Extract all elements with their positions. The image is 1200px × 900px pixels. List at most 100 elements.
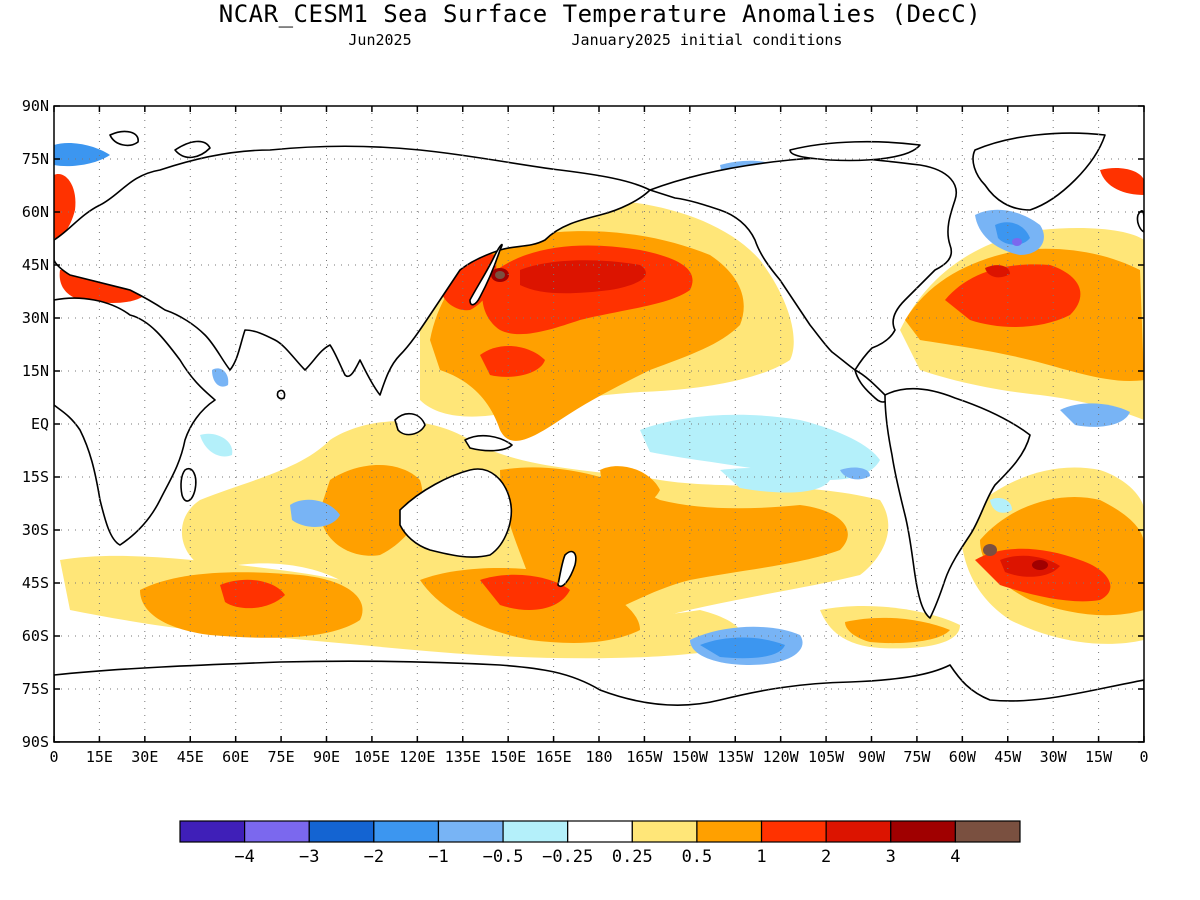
lat-tick-label: 45S (22, 574, 49, 592)
colorbar-label: −0.5 (483, 847, 524, 867)
anomaly-region-red-southern-africa (220, 579, 285, 609)
colorbar-label: 0.25 (612, 847, 653, 867)
lon-tick-label: 15W (1085, 748, 1113, 766)
anomaly-region-cold-labrador (995, 222, 1030, 245)
colorbar-swatch (437, 820, 504, 843)
lon-tick-label: 45E (177, 748, 204, 766)
anomaly-region-orange-indian (320, 465, 423, 556)
lon-tick-label: 30W (1040, 748, 1068, 766)
lon-tick-label: 60E (222, 748, 249, 766)
anomaly-region-red-barents (54, 174, 76, 239)
lat-tick-label: 60S (22, 627, 49, 645)
lat-tick-label: 90S (22, 733, 49, 751)
initial-conditions: January2025 initial conditions (572, 31, 843, 49)
colorbar-swatch (373, 820, 440, 843)
colorbar-swatch (631, 820, 698, 843)
landmass-svalbard (109, 130, 139, 147)
colorbar-swatch (696, 820, 763, 843)
anomaly-region-darkred-north-atlantic (985, 265, 1010, 278)
lon-tick-label: 105W (808, 748, 845, 766)
colorbar-swatch (179, 820, 246, 843)
anomaly-region-extreme-argentina (983, 544, 997, 556)
colorbar-label: 3 (886, 847, 896, 867)
colorbar-swatch (760, 820, 827, 843)
landmass-south-america (884, 388, 1031, 619)
colorbar-label: 1 (756, 847, 766, 867)
lat-tick-label: 75N (22, 150, 49, 168)
lat-tick-label: 15S (22, 468, 49, 486)
colorbar-label: −3 (299, 847, 319, 867)
lon-tick-label: 120E (399, 748, 435, 766)
landmass-japan (469, 243, 503, 306)
anomaly-region-cool-equatorial-core (840, 467, 870, 480)
lon-tick-label: 120W (763, 748, 800, 766)
lon-tick-label: 45W (994, 748, 1022, 766)
lon-tick-label: 90E (313, 748, 340, 766)
landmass-africa (54, 297, 216, 546)
landmass-new-zealand (557, 550, 577, 587)
lon-tick-label: 150E (490, 748, 526, 766)
map-title: NCAR_CESM1 Sea Surface Temperature Anoma… (219, 0, 981, 28)
colorbar-swatch (244, 820, 310, 843)
anomaly-region-red-tasman (480, 574, 570, 610)
lat-tick-label: EQ (31, 415, 49, 433)
lat-tick-label: 75S (22, 680, 49, 698)
landmass-sri-lanka (276, 389, 286, 400)
anomaly-region-vcold-labrador (1012, 238, 1022, 246)
lon-tick-label: 135E (445, 748, 481, 766)
anomaly-region-cool-arabian (212, 368, 229, 387)
colorbar-swatch (308, 820, 375, 843)
lon-tick-label: 75W (903, 748, 931, 766)
landmass-novaya-zemlya (174, 140, 211, 159)
colorbar-label: −0.25 (542, 847, 593, 867)
colorbar-swatch (567, 820, 633, 843)
landmass-north-america (649, 157, 957, 371)
anomaly-region-extreme-south-atlantic (1032, 560, 1048, 570)
anomaly-region-darkred-south-atlantic (1000, 555, 1060, 577)
lon-tick-label: 30E (131, 748, 158, 766)
forecast-month: Jun2025 (348, 31, 411, 49)
anomaly-region-red-hudson (1100, 168, 1144, 195)
anomaly-region-cool-indian (290, 499, 340, 527)
colorbar-swatch (502, 820, 569, 843)
colorbar-label: −1 (428, 847, 448, 867)
anomaly-region-cool-central-atlantic (1060, 403, 1130, 427)
lon-tick-label: 180 (585, 748, 612, 766)
colorbar-swatch (954, 820, 1021, 843)
lon-tick-label: 165W (626, 748, 663, 766)
colorbar-label: 4 (950, 847, 960, 867)
colorbar: −4 −3 −2 −1 −0.5 −0.25 0.25 0.5 1 2 3 4 (179, 820, 1021, 867)
colorbar-label: 0.5 (682, 847, 713, 867)
landmass-arctic-canada (789, 140, 921, 162)
lat-lon-grid (54, 106, 1144, 742)
anomaly-region-orange-south-pacific (500, 467, 848, 620)
landmass-australia (399, 468, 513, 558)
lat-tick-label: 90N (22, 97, 49, 115)
longitude-axis: 0 15E 30E 45E 60E 75E 90E 105E 120E 135E 150E 165E 1… (49, 106, 1149, 766)
anomaly-region-extreme-japan-core (495, 271, 505, 279)
anomaly-region-cool-brazil (990, 498, 1012, 513)
map-area (54, 106, 1144, 742)
lon-tick-label: 105E (354, 748, 390, 766)
lon-tick-label: 60W (949, 748, 977, 766)
lon-tick-label: 150W (672, 748, 709, 766)
colorbar-label: −4 (234, 847, 254, 867)
anomaly-region-cool-madagascar (200, 433, 233, 457)
anomaly-region-darkred-north-pacific (520, 260, 646, 294)
lon-tick-label: 90W (858, 748, 886, 766)
lon-tick-label: 165E (536, 748, 572, 766)
anomaly-region-cool-equatorial-pacific (640, 414, 880, 480)
lat-tick-label: 30N (22, 309, 49, 327)
anomaly-region-red-north-atlantic (945, 264, 1081, 327)
latitude-axis: 90N 75N 60N 45N 30N 15N EQ 15S 30S 45S 60S 75S 90S (22, 97, 1144, 751)
anomaly-region-red-japan (440, 254, 497, 311)
anomaly-region-cool-arctic-west (54, 143, 110, 167)
landmass-new-guinea (464, 434, 513, 452)
lat-tick-label: 15N (22, 362, 49, 380)
anomaly-region-red-subtropical-np (480, 345, 545, 377)
lon-tick-label: 135W (717, 748, 754, 766)
anomaly-region-cool-equatorial-pacific-east (720, 468, 830, 493)
lon-tick-label: 75E (268, 748, 295, 766)
lat-tick-label: 45N (22, 256, 49, 274)
colorbar-swatch (890, 820, 956, 843)
